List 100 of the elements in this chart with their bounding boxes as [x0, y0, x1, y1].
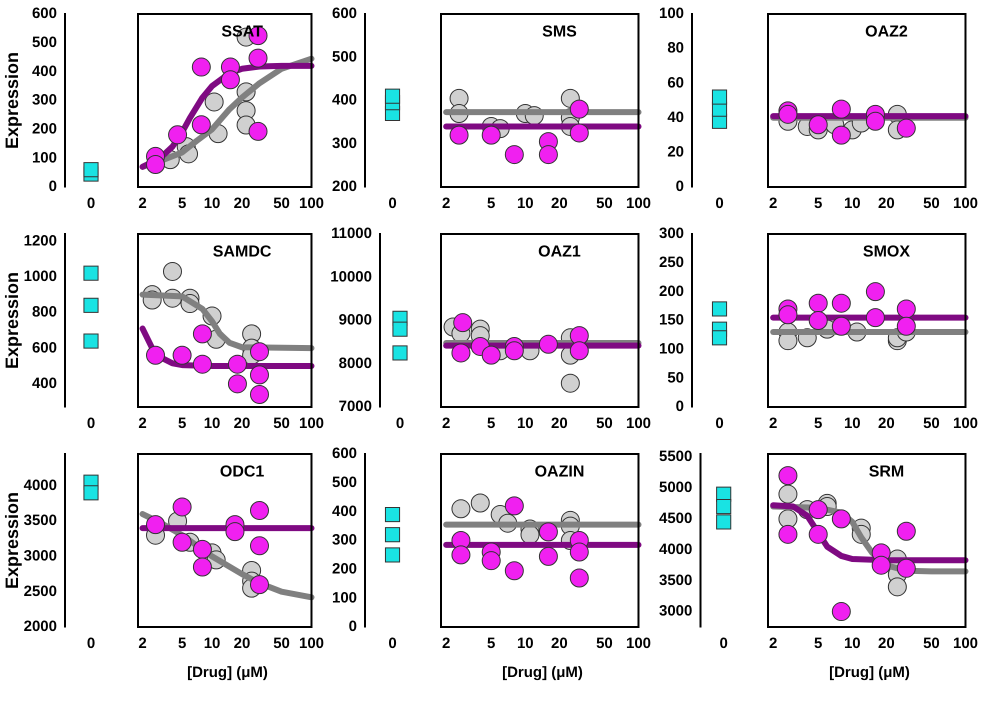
y-tick-label: 500 — [332, 474, 358, 491]
y-tick-label: 4000 — [24, 476, 57, 494]
y-tick-label: 0 — [676, 398, 684, 416]
x-tick-label: 100 — [298, 415, 324, 432]
y-tick-label: 500 — [32, 34, 57, 51]
x-tick-label: 5 — [178, 195, 186, 212]
x-tick-label: 2 — [769, 415, 778, 432]
x-tick-label: 10 — [516, 415, 534, 432]
y-tick-label: 1200 — [24, 232, 57, 250]
point — [716, 514, 732, 530]
y-tick-label: 100 — [332, 589, 358, 606]
text: SMS — [542, 23, 578, 40]
point — [712, 301, 728, 317]
y-tick-label: 5000 — [658, 479, 692, 496]
point — [392, 322, 408, 337]
y-tick-label: 600 — [332, 445, 358, 462]
x-tick-label: 100 — [626, 415, 651, 432]
y-tick-label: 40 — [667, 108, 684, 126]
y-tick-label: 150 — [658, 312, 684, 329]
y-tick-label: 0 — [676, 178, 684, 196]
x-tick-label: 20 — [878, 195, 895, 212]
y-axis-title: Expression — [2, 492, 22, 590]
y-axis-title: Expression — [2, 272, 22, 370]
x-tick-label: 5 — [178, 415, 186, 432]
y-tick-label: 0 — [48, 178, 57, 196]
y-tick-label: 250 — [658, 254, 684, 271]
x-tick-label: 5 — [814, 195, 822, 212]
x-tick-label: 100 — [626, 635, 651, 652]
y-tick-label: 8000 — [338, 354, 372, 372]
x-tick-label: 100 — [298, 195, 324, 212]
y-tick-label: 400 — [32, 374, 57, 392]
text: SRM — [868, 463, 904, 480]
x-tick-label: 2 — [442, 415, 450, 432]
x-axis-title: [Drug] (μM) — [501, 663, 584, 683]
x-tick-label: 20 — [551, 635, 568, 652]
y-tick-label: 20 — [667, 144, 684, 161]
y-tick-label: 100 — [32, 149, 57, 166]
y-tick-label: 600 — [32, 339, 57, 356]
y-tick-label: 3500 — [658, 572, 692, 589]
x-tick-label: 20 — [234, 415, 250, 432]
text: SMOX — [862, 243, 910, 260]
y-tick-label: 400 — [332, 502, 358, 520]
x-tick-label: 50 — [923, 635, 940, 652]
y-tick-label: 100 — [658, 5, 684, 22]
x-tick-label: 100 — [952, 635, 978, 652]
x-tick-label: 100 — [298, 635, 324, 652]
point — [716, 498, 732, 514]
x-axis-title: [Drug] (μM) — [186, 663, 269, 683]
y-tick-label: 80 — [667, 40, 684, 57]
y-tick-label: 50 — [667, 369, 684, 386]
point — [384, 506, 400, 522]
y-tick-label: 5500 — [658, 448, 692, 466]
y-tick-label: 800 — [32, 304, 57, 321]
point — [712, 89, 728, 105]
x-tick-label: 10 — [204, 635, 220, 652]
text: OAZ1 — [538, 243, 581, 260]
x-tick-label: 10 — [844, 635, 861, 652]
x-tick-label: 50 — [596, 635, 613, 652]
x-tick-label: 50 — [923, 415, 940, 432]
y-tick-label: 400 — [32, 62, 57, 80]
x-tick-label: 100 — [952, 415, 978, 432]
x-tick-label: 2 — [442, 195, 450, 212]
x-tick-label: 0 — [715, 195, 724, 212]
x-tick-label: 5 — [814, 415, 822, 432]
y-tick-label: 600 — [332, 5, 358, 22]
point — [83, 333, 99, 349]
y-tick-label: 4500 — [658, 510, 692, 528]
x-tick-label: 50 — [273, 195, 290, 212]
x-tick-label: 5 — [178, 635, 186, 652]
x-tick-label: 20 — [878, 635, 895, 652]
y-tick-label: 200 — [658, 282, 684, 300]
x-tick-label: 10 — [516, 195, 534, 212]
x-tick-label: 100 — [626, 195, 651, 212]
text: OAZ2 — [865, 23, 908, 40]
x-tick-label: 5 — [487, 635, 496, 652]
y-tick-label: 300 — [32, 92, 57, 109]
y-tick-label: 1000 — [24, 268, 57, 285]
x-tick-label: 5 — [487, 195, 496, 212]
y-tick-label: 2500 — [24, 582, 57, 600]
point — [384, 527, 400, 542]
x-tick-label: 2 — [769, 195, 778, 212]
text: ODC1 — [220, 463, 264, 480]
y-tick-label: 300 — [332, 532, 358, 549]
x-tick-label: 50 — [273, 415, 290, 432]
x-tick-label: 2 — [138, 195, 147, 212]
x-tick-label: 0 — [86, 635, 96, 652]
x-tick-label: 10 — [844, 415, 861, 432]
y-tick-label: 200 — [32, 120, 57, 138]
y-tick-label: 200 — [332, 178, 358, 196]
y-tick-label: 3000 — [658, 602, 692, 620]
x-tick-label: 0 — [388, 635, 397, 652]
x-tick-label: 20 — [234, 195, 250, 212]
x-tick-label: 50 — [596, 415, 613, 432]
x-tick-label: 50 — [923, 195, 940, 212]
x-tick-label: 2 — [138, 415, 147, 432]
y-tick-label: 2000 — [24, 618, 57, 636]
point — [384, 547, 400, 562]
text: OAZIN — [534, 463, 584, 480]
y-tick-label: 100 — [658, 340, 684, 358]
y-tick-label: 7000 — [338, 398, 372, 416]
